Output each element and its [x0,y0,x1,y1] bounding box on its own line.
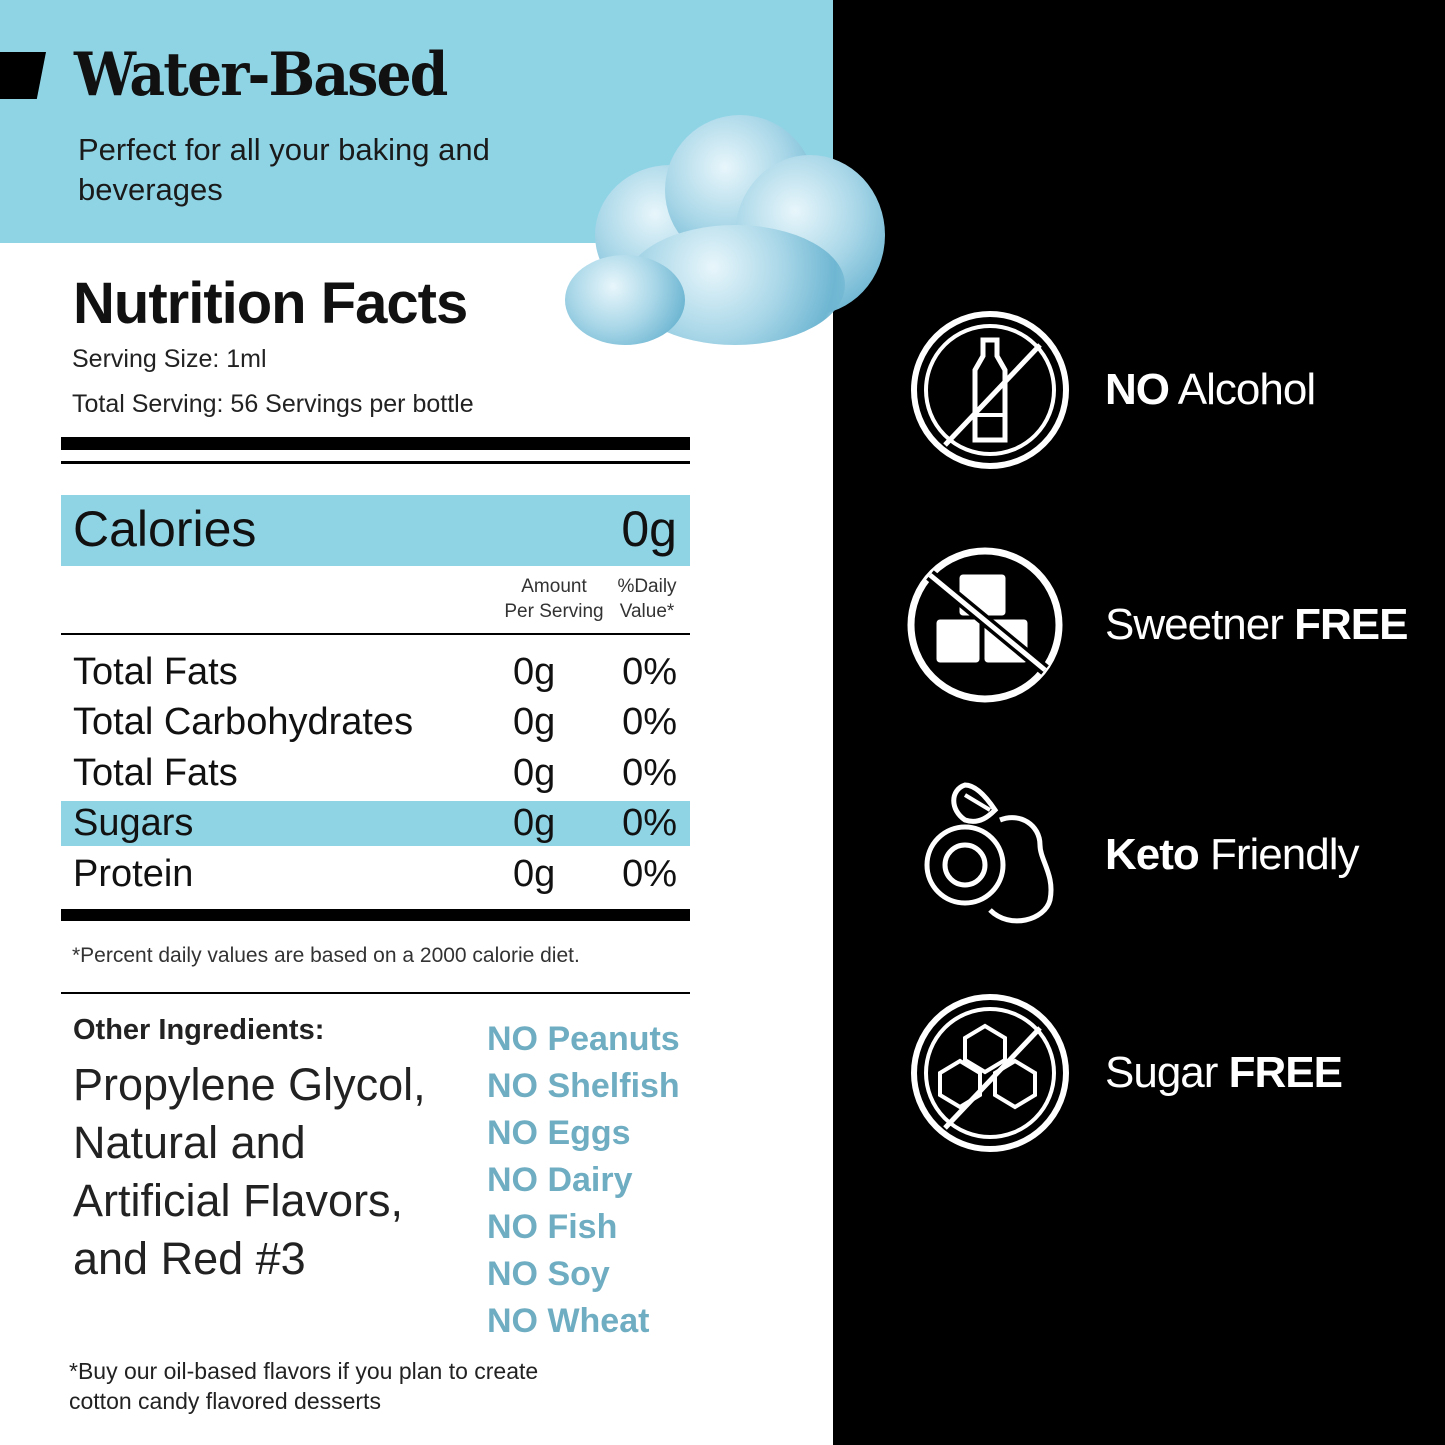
calories-label: Calories [73,501,257,557]
ingredients-label: Other Ingredients: [73,1014,325,1046]
nutrition-title: Nutrition Facts [73,271,468,336]
feature-label-text: Sugar [1105,1048,1229,1097]
nutrient-amount: 0g [513,802,556,844]
feature-2: Keto Friendly [905,770,1445,940]
nutrient-row: Sugars 0g 0% [61,800,690,846]
daily-header-line: Value* [619,601,675,622]
feature-label-bold: FREE [1294,600,1408,649]
divider [61,909,690,921]
no-sugar-icon [911,994,1069,1152]
feature-0: NO Alcohol [905,305,1445,475]
allergen-item: NO Wheat [487,1302,650,1340]
feature-label: Sugar FREE [1105,1048,1343,1098]
feature-label-bold: Keto [1105,830,1200,879]
ingredients-text: Propylene Glycol, Natural and Artificial… [73,1059,426,1284]
cotton-candy-image [565,105,890,365]
nutrient-row: Total Carbohydrates 0g 0% [61,699,690,745]
calories-highlight [61,495,690,566]
allergen-item: NO Fish [487,1208,618,1246]
divider [61,437,690,450]
daily-header-line: %Daily [617,576,677,597]
feature-label-bold: FREE [1228,1048,1343,1097]
divider [61,633,690,635]
serving-size: Serving Size: 1ml [72,345,267,373]
feature-3: Sugar FREE [905,988,1445,1158]
sugars-highlight [61,801,690,846]
feature-1: Sweetner FREE [905,540,1445,710]
no-sweetener-icon [907,547,1063,703]
no-alcohol-icon [911,311,1069,469]
amount-header: Amount Per Serving [500,574,608,624]
amount-header-line: Per Serving [504,601,604,622]
daily-header: %Daily Value* [612,574,682,624]
allergen-item: NO Soy [487,1255,610,1293]
nutrient-name: Total Fats [73,752,238,794]
nutrient-amount: 0g [513,853,556,895]
allergen-item: NO Dairy [487,1161,633,1199]
allergen-item: NO Eggs [487,1114,631,1152]
nutrient-daily: 0% [622,802,677,844]
feature-label: Keto Friendly [1105,830,1359,880]
nutrient-daily: 0% [622,651,677,693]
total-serving: Total Serving: 56 Servings per bottle [72,390,474,418]
features-panel [833,0,1445,1445]
feature-label-bold: NO [1105,365,1170,414]
nutrient-amount: 0g [513,651,556,693]
allergen-list: NO Peanuts NO Shelfish NO Eggs NO Dairy NO F… [487,1016,680,1345]
feature-label: Sweetner FREE [1105,600,1408,650]
oil-based-note: *Buy our oil-based flavors if you plan t… [69,1358,539,1414]
subtitle: Perfect for all your baking and beverage… [78,132,490,207]
divider [61,461,690,464]
nutrient-daily: 0% [622,853,677,895]
nutrient-daily: 0% [622,701,677,743]
nutrient-daily: 0% [622,752,677,794]
nutrient-name: Sugars [73,802,194,844]
daily-value-footnote: *Percent daily values are based on a 200… [72,944,580,967]
title-marker [0,52,46,99]
nutrient-row: Total Fats 0g 0% [61,649,690,695]
avocado-icon [924,782,1054,924]
page-title: Water-Based [74,40,448,110]
feature-label-text: Friendly [1198,830,1359,879]
feature-label-text: Sweetner [1105,600,1295,649]
allergen-item: NO Peanuts [487,1020,680,1058]
calories-value: 0g [621,501,677,557]
nutrient-row: Total Fats 0g 0% [61,750,690,796]
amount-header-line: Amount [521,576,587,597]
divider [61,992,690,994]
nutrient-amount: 0g [513,701,556,743]
nutrient-name: Total Carbohydrates [73,701,414,743]
feature-label-text: Alcohol [1169,365,1316,414]
nutrient-name: Total Fats [73,651,238,693]
nutrient-amount: 0g [513,752,556,794]
allergen-item: NO Shelfish [487,1067,680,1105]
nutrient-name: Protein [73,853,194,895]
nutrient-row: Protein 0g 0% [61,851,690,897]
feature-label: NO Alcohol [1105,365,1316,415]
